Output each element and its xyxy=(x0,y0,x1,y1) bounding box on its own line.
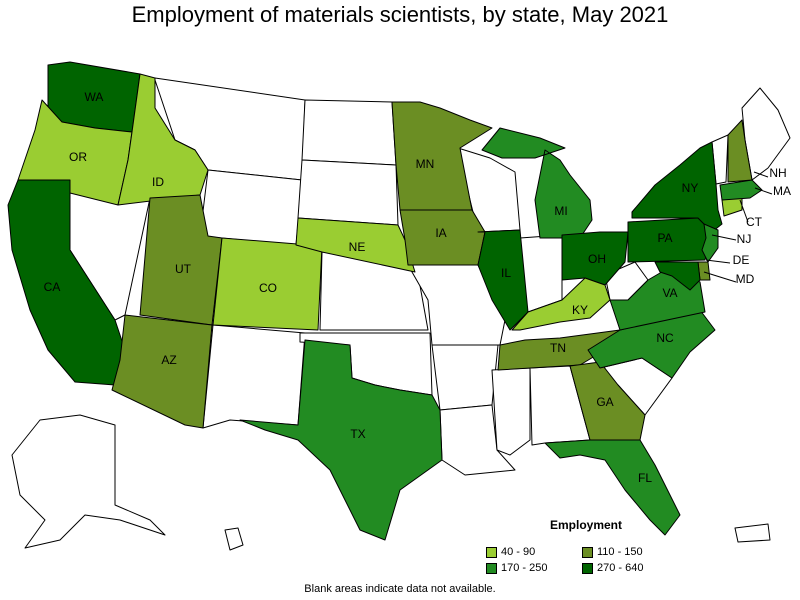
legend-label: 170 - 250 xyxy=(501,562,548,574)
state-SD xyxy=(297,159,399,226)
territory-PR xyxy=(734,523,771,543)
state-ID xyxy=(117,73,209,206)
state-label-NJ: NJ xyxy=(737,232,752,246)
state-WY xyxy=(199,169,303,246)
state-label-GA: GA xyxy=(596,395,613,409)
legend-title: Employment xyxy=(549,518,622,532)
legend-item: 110 - 150 xyxy=(582,546,678,558)
state-KY xyxy=(511,277,611,331)
legend-swatch xyxy=(582,546,593,558)
legend-swatch xyxy=(486,562,497,574)
legend-label: 40 - 90 xyxy=(501,546,536,558)
state-TX xyxy=(239,339,443,541)
state-NY xyxy=(631,141,723,233)
state-HI xyxy=(224,527,244,551)
state-label-IL: IL xyxy=(501,266,511,280)
state-label-IA: IA xyxy=(435,226,446,240)
state-label-KY: KY xyxy=(572,303,588,317)
state-label-AZ: AZ xyxy=(161,353,176,367)
state-label-NH: NH xyxy=(769,166,786,180)
state-label-DE: DE xyxy=(733,253,750,267)
state-label-MN: MN xyxy=(416,157,435,171)
state-FL xyxy=(544,439,681,536)
state-label-OH: OH xyxy=(588,252,606,266)
legend-label: 110 - 150 xyxy=(597,546,643,558)
state-NE xyxy=(295,217,416,273)
state-label-FL: FL xyxy=(638,471,652,485)
state-AK xyxy=(11,414,166,549)
state-label-MA: MA xyxy=(773,184,791,198)
state-NH xyxy=(727,119,753,183)
footnote: Blank areas indicate data not available. xyxy=(304,583,496,595)
state-label-NC: NC xyxy=(656,331,674,345)
state-label-TN: TN xyxy=(550,341,566,355)
legend-item: 270 - 640 xyxy=(582,562,678,574)
state-IL xyxy=(477,229,529,331)
state-NM xyxy=(202,324,306,429)
legend-item: 40 - 90 xyxy=(486,546,582,558)
state-label-VA: VA xyxy=(662,286,677,300)
state-label-TX: TX xyxy=(350,427,365,441)
legend: Employment 40 - 90 110 - 150 170 - 250 270 … xyxy=(486,518,666,574)
state-label-UT: UT xyxy=(175,262,192,276)
legend-item: 170 - 250 xyxy=(486,562,582,574)
state-AZ xyxy=(111,314,213,429)
state-CA xyxy=(7,179,126,386)
callout-lines xyxy=(703,171,773,283)
legend-swatch xyxy=(582,562,593,574)
state-label-OR: OR xyxy=(69,150,87,164)
map-title: Employment of materials scientists, by s… xyxy=(131,2,669,27)
legend-label: 270 - 640 xyxy=(597,562,644,574)
legend-swatch xyxy=(486,546,497,558)
state-label-CO: CO xyxy=(259,281,277,295)
state-label-NY: NY xyxy=(682,181,699,195)
state-MA xyxy=(719,179,763,201)
state-ND xyxy=(301,99,397,166)
state-label-ID: ID xyxy=(152,175,164,189)
state-MN xyxy=(391,101,493,211)
state-MS xyxy=(491,367,531,456)
state-label-CA: CA xyxy=(44,280,61,294)
state-label-NE: NE xyxy=(349,240,366,254)
state-CO xyxy=(212,237,323,331)
state-label-MD: MD xyxy=(736,272,755,286)
state-AR xyxy=(431,344,499,411)
state-label-MI: MI xyxy=(554,204,567,218)
state-MI xyxy=(481,127,593,239)
state-label-CT: CT xyxy=(746,215,763,229)
legend-items: 40 - 90 110 - 150 170 - 250 270 - 640 xyxy=(486,546,666,574)
state-MD xyxy=(654,261,701,291)
state-label-PA: PA xyxy=(657,231,672,245)
state-OH xyxy=(561,231,629,286)
state-label-WA: WA xyxy=(85,90,104,104)
